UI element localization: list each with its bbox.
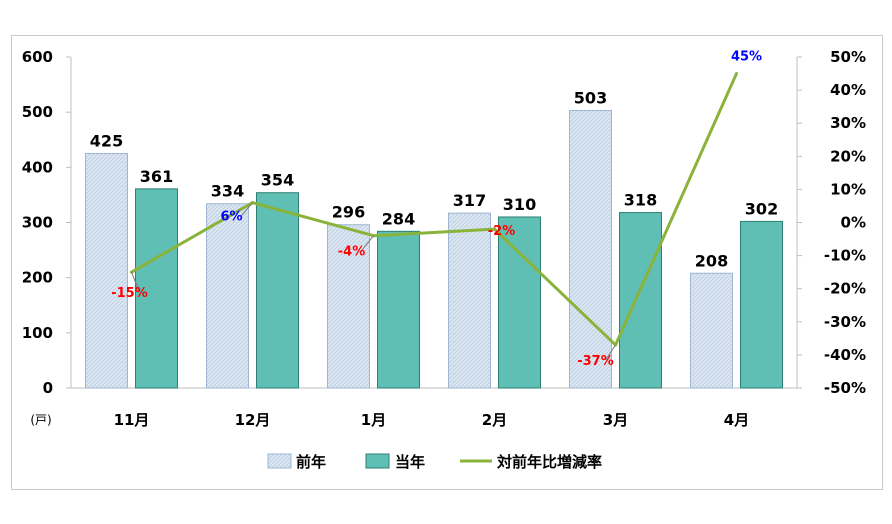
y-left-tick-label: 600 xyxy=(22,48,53,66)
y-left-tick-label: 300 xyxy=(22,214,53,232)
y-right-tick-label: -10% xyxy=(824,247,866,265)
bar-current-year xyxy=(498,216,541,389)
bar-current-year xyxy=(135,188,178,389)
axes-group: 0 100 200 300 400 500 600 (戸) -50% -40% -30% -20% -1… xyxy=(22,48,866,429)
bar-prev-year-value-label: 208 xyxy=(695,251,728,270)
rate-value-label: -37% xyxy=(577,354,614,369)
legend-current-year-label: 当年 xyxy=(395,453,425,471)
y-right-tick-label: -50% xyxy=(824,379,866,397)
rate-label-leader xyxy=(361,235,374,252)
y-right-tick-label: 0% xyxy=(841,214,866,232)
rate-value-label: -15% xyxy=(111,286,148,301)
bar-current-year-value-label: 284 xyxy=(382,209,415,228)
y-left-unit-label: (戸) xyxy=(30,413,51,427)
bar-prev-year-value-label: 317 xyxy=(453,191,486,210)
y-left-tick-label: 0 xyxy=(43,379,53,397)
bar-prev-year-value-label: 425 xyxy=(90,132,123,151)
x-category-label: 3月 xyxy=(603,411,628,429)
bar-prev-year xyxy=(569,110,612,389)
bar-current-year xyxy=(740,220,783,389)
rate-label-leader xyxy=(131,271,140,293)
y-right-tick-label: -40% xyxy=(824,346,866,364)
bar-current-year-value-label: 361 xyxy=(140,167,173,186)
rate-line xyxy=(130,72,738,347)
rate-value-label: 6% xyxy=(220,210,242,225)
rate-label-leader xyxy=(241,202,253,216)
bar-prev-year xyxy=(690,272,733,389)
y-right-tick-label: 20% xyxy=(830,147,866,165)
x-category-label: 4月 xyxy=(724,411,749,429)
x-category-label: 2月 xyxy=(482,411,507,429)
bar-prev-year xyxy=(85,153,128,389)
y-left-tick-label: 500 xyxy=(22,103,53,121)
legend-prev-year-label: 前年 xyxy=(296,453,326,471)
y-right-tick-label: 10% xyxy=(830,180,866,198)
bar-prev-year xyxy=(327,224,370,389)
bar-prev-year-value-label: 503 xyxy=(574,89,607,108)
legend-current-year-swatch xyxy=(365,453,390,469)
bar-current-year-value-label: 302 xyxy=(745,199,778,218)
rate-value-label: -4% xyxy=(338,245,365,260)
y-right-tick-label: -30% xyxy=(824,313,866,331)
legend-rate-label: 対前年比増減率 xyxy=(496,453,602,471)
x-category-label: 12月 xyxy=(235,411,271,429)
bar-current-year xyxy=(619,212,662,389)
rate-point xyxy=(735,72,738,76)
rate-point xyxy=(493,227,496,231)
legend-prev-year-swatch xyxy=(267,453,292,469)
bar-current-year-value-label: 318 xyxy=(624,191,657,210)
rate-label-leader xyxy=(605,344,616,361)
chart-border xyxy=(11,35,883,490)
bar-current-year-value-label: 354 xyxy=(261,171,294,190)
y-left-tick-label: 100 xyxy=(22,324,53,342)
bar-current-year xyxy=(377,230,420,389)
x-category-label: 1月 xyxy=(361,411,386,429)
legend: 前年 当年 対前年比増減率 xyxy=(267,453,602,471)
x-category-label: 11月 xyxy=(114,411,150,429)
bar-prev-year xyxy=(448,212,491,389)
y-left-tick-label: 400 xyxy=(22,158,53,176)
bar-current-year-value-label: 310 xyxy=(503,195,536,214)
rate-value-label: -2% xyxy=(488,224,515,239)
bars-group xyxy=(85,110,783,389)
y-right-tick-label: 30% xyxy=(830,114,866,132)
y-right-tick-label: 40% xyxy=(830,81,866,99)
y-right-tick-label: 50% xyxy=(830,48,866,66)
labels-group: 425 361 334 354 296 284 317 310 503 318 208 302 -15%… xyxy=(90,50,778,369)
bar-prev-year-value-label: 334 xyxy=(211,182,244,201)
bar-current-year xyxy=(256,192,299,389)
y-left-tick-label: 200 xyxy=(22,269,53,287)
bar-prev-year-value-label: 296 xyxy=(332,203,365,222)
rate-value-label: 45% xyxy=(731,50,762,65)
y-right-tick-label: -20% xyxy=(824,280,866,298)
bar-prev-year xyxy=(206,203,249,389)
